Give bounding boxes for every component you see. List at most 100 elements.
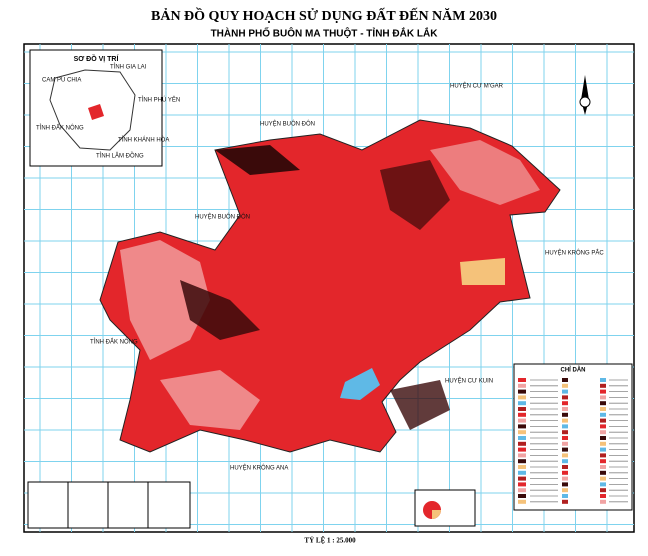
inset-label: CAM PU CHIA <box>42 78 81 84</box>
legend-swatch <box>518 401 526 406</box>
inset-label: TỈNH KHÁNH HÒA <box>118 137 169 144</box>
legend-swatch <box>562 441 568 446</box>
legend-swatch <box>600 465 606 469</box>
legend-swatch <box>518 436 526 440</box>
legend-swatch <box>600 401 606 406</box>
legend-swatch <box>562 383 568 388</box>
legend-swatch <box>562 412 568 417</box>
legend-swatch <box>562 499 568 504</box>
legend-swatch <box>518 430 526 435</box>
legend-swatch <box>600 482 606 487</box>
legend-swatch <box>518 476 526 481</box>
pink-zone <box>160 370 260 430</box>
scale: TỶ LỆ 1 : 25.000 <box>304 537 356 545</box>
inset-city <box>88 104 104 120</box>
lake <box>340 368 380 400</box>
region-label: TỈNH ĐẮK NÔNG <box>90 338 138 346</box>
legend-swatch <box>562 488 568 493</box>
legend-swatch <box>518 459 526 464</box>
legend-swatch <box>562 447 568 452</box>
legend-swatch <box>562 395 568 400</box>
legend-swatch <box>600 499 606 504</box>
city-area <box>99 119 561 453</box>
legend-swatch <box>562 430 568 435</box>
legend-swatch <box>562 389 568 394</box>
legend-swatch <box>600 378 606 382</box>
legend-swatch <box>600 441 606 446</box>
legend-swatch <box>518 447 526 452</box>
legend-swatch <box>562 470 568 475</box>
legend-rows <box>518 378 628 504</box>
legend-swatch <box>600 453 606 458</box>
legend-swatch <box>562 453 568 458</box>
compass-ring <box>579 96 591 108</box>
region-label: HUYỆN BUÔN ĐÔN <box>195 213 250 221</box>
legend-swatch <box>518 453 526 458</box>
legend-swatch <box>600 494 606 498</box>
legend-swatch <box>518 389 526 394</box>
legend: CHỈ DẪN <box>513 363 633 511</box>
region-label: HUYỆN KRÔNG ANA <box>230 464 288 472</box>
inset-label: TỈNH GIA LAI <box>110 64 147 71</box>
legend-swatch <box>600 436 606 440</box>
dark-zone <box>180 280 260 340</box>
legend-swatch <box>562 418 568 423</box>
legend-swatch <box>562 465 568 469</box>
dark-zone <box>390 380 450 430</box>
legend-swatch <box>562 482 568 487</box>
region-label: HUYỆN CƯ KUIN <box>445 377 493 385</box>
diagram-slice <box>432 510 441 519</box>
legend-swatch <box>600 395 606 400</box>
legend-swatch <box>518 499 526 504</box>
title: BẢN ĐỒ QUY HOẠCH SỬ DỤNG ĐẤT ĐẾN NĂM 203… <box>151 6 497 24</box>
legend-swatch <box>600 476 606 481</box>
legend-swatch <box>600 412 606 417</box>
legend-swatch <box>562 476 568 481</box>
legend-swatch <box>518 378 526 382</box>
pink-zone <box>430 140 540 205</box>
legend-swatch <box>518 383 526 388</box>
dark-zone <box>215 145 300 175</box>
legend-swatch <box>562 401 568 406</box>
legend-swatch <box>562 424 568 429</box>
legend-swatch <box>518 441 526 446</box>
subtitle: THÀNH PHỐ BUÔN MA THUỘT - TỈNH ĐẮK LẮK <box>211 26 439 40</box>
legend-swatch <box>562 494 568 498</box>
signature-table <box>27 481 191 529</box>
legend-swatch <box>600 418 606 423</box>
legend-swatch <box>518 488 526 493</box>
legend-swatch <box>518 395 526 400</box>
pie-diagram <box>414 489 476 527</box>
legend-swatch <box>518 482 526 487</box>
legend-swatch <box>562 407 568 411</box>
legend-swatch <box>518 412 526 417</box>
legend-swatch <box>518 465 526 469</box>
legend-swatch <box>562 459 568 464</box>
legend-swatch <box>600 424 606 429</box>
legend-swatch <box>600 459 606 464</box>
region-label: HUYỆN BUÔN ĐÔN <box>260 120 315 128</box>
legend-frame <box>513 363 633 511</box>
compass <box>579 75 591 115</box>
pink-zone <box>120 240 210 360</box>
inset-title: SƠ ĐỒ VỊ TRÍ <box>74 53 120 63</box>
yellow-zone <box>460 258 505 285</box>
region-label: HUYỆN CƯ M'GAR <box>450 82 504 90</box>
legend-swatch <box>518 407 526 411</box>
legend-swatch <box>518 418 526 423</box>
legend-swatch <box>562 436 568 440</box>
legend-swatch <box>600 383 606 388</box>
legend-title: CHỈ DẪN <box>561 367 586 374</box>
legend-swatch <box>518 424 526 429</box>
legend-swatch <box>600 470 606 475</box>
legend-swatch <box>518 470 526 475</box>
inset-label: TỈNH LÂM ĐỒNG <box>96 153 144 160</box>
legend-swatch <box>600 488 606 493</box>
dark-zone <box>380 160 450 230</box>
legend-swatch <box>600 389 606 394</box>
region-label: HUYỆN KRÔNG PẮC <box>545 249 604 257</box>
legend-swatch <box>600 407 606 411</box>
legend-swatch <box>600 447 606 452</box>
inset-label: TỈNH PHÚ YÊN <box>138 96 180 104</box>
